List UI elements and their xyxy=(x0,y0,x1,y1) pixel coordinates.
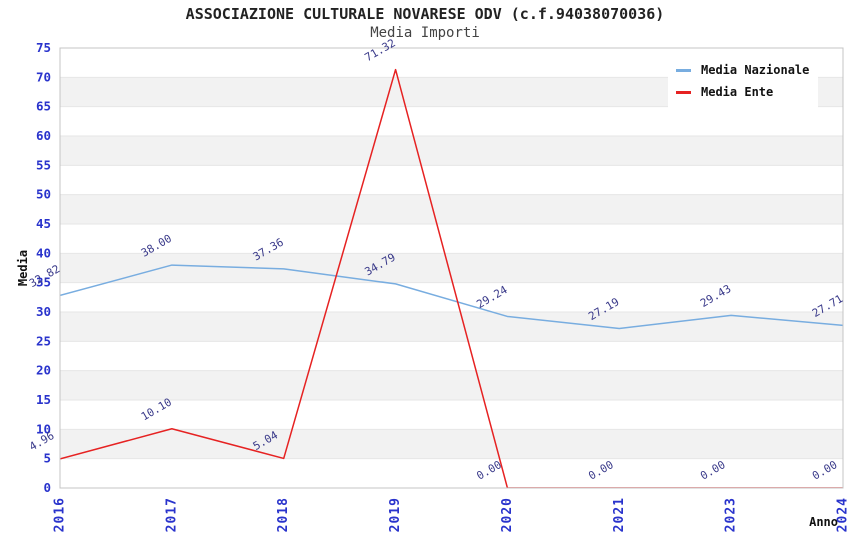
plot-band xyxy=(60,429,843,459)
series-line-media-ente xyxy=(60,68,843,488)
x-tick-label: 2020 xyxy=(500,497,515,532)
series-line-media-nazionale xyxy=(60,264,843,330)
plot-band xyxy=(60,400,843,430)
legend-label-media-ente: Media Ente xyxy=(701,85,774,99)
legend-swatch-media-ente xyxy=(676,90,691,94)
y-tick-label: 70 xyxy=(36,69,51,84)
y-tick-label: 10 xyxy=(36,421,51,436)
legend-swatch-media-nazionale xyxy=(676,68,691,72)
plot-band xyxy=(60,136,843,166)
data-label: 4.96 xyxy=(27,429,56,454)
y-tick-label: 60 xyxy=(36,128,51,143)
y-axis-title: Media xyxy=(16,250,30,286)
plot-band xyxy=(60,165,843,195)
x-tick-label: 2019 xyxy=(388,497,403,532)
x-tick-label: 2024 xyxy=(836,497,850,532)
chart-subtitle: Media Importi xyxy=(370,25,480,41)
y-tick-label: 40 xyxy=(36,245,51,260)
legend: Media Nazionale Media Ente xyxy=(668,53,818,109)
chart-title: ASSOCIAZIONE CULTURALE NOVARESE ODV (c.f… xyxy=(185,5,665,23)
y-tick-label: 25 xyxy=(36,333,51,348)
y-tick-label: 15 xyxy=(36,392,51,407)
plot-band xyxy=(60,370,843,400)
legend-entry-media-nazionale: Media Nazionale xyxy=(676,59,818,81)
y-tick-label: 5 xyxy=(43,451,51,466)
x-tick-label: 2021 xyxy=(612,497,627,532)
y-tick-label: 50 xyxy=(36,187,51,202)
plot-band xyxy=(60,341,843,371)
legend-entry-media-ente: Media Ente xyxy=(676,81,818,103)
plot-band xyxy=(60,282,843,312)
y-tick-label: 55 xyxy=(36,157,51,172)
plot-band xyxy=(60,458,843,488)
y-tick-label: 30 xyxy=(36,304,51,319)
y-tick-label: 0 xyxy=(43,480,51,495)
y-tick-label: 20 xyxy=(36,363,51,378)
y-tick-label: 45 xyxy=(36,216,51,231)
x-tick-label: 2023 xyxy=(724,497,739,532)
plot-band xyxy=(60,106,843,136)
plot-band xyxy=(60,224,843,254)
x-tick-label: 2017 xyxy=(164,497,179,532)
x-tick-label: 2018 xyxy=(276,497,291,532)
y-tick-label: 65 xyxy=(36,99,51,114)
plot-band xyxy=(60,194,843,224)
plot-frame xyxy=(59,47,844,489)
x-tick-label: 2016 xyxy=(53,497,68,532)
x-axis-title: Anno xyxy=(809,515,838,529)
y-tick-label: 75 xyxy=(36,40,51,55)
legend-label-media-nazionale: Media Nazionale xyxy=(701,63,810,77)
y-tick-label: 35 xyxy=(36,275,51,290)
